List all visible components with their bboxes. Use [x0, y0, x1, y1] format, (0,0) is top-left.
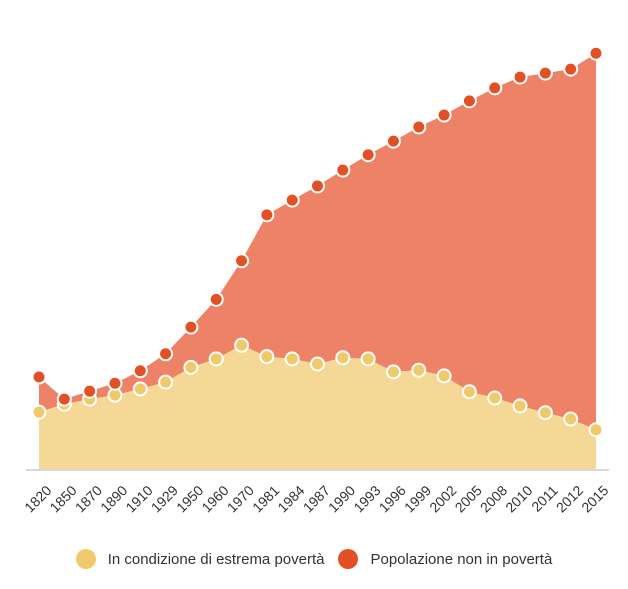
point-extreme-poverty-2008[interactable]	[487, 390, 503, 406]
legend-item-not-in-poverty[interactable]: Popolazione non in povertà	[338, 549, 552, 569]
x-tick-label-1910: 1910	[122, 482, 155, 515]
point-not-in-poverty-1910[interactable]	[132, 363, 148, 379]
point-not-in-poverty-1996[interactable]	[385, 133, 401, 149]
legend-label-not-in-poverty: Popolazione non in povertà	[370, 550, 553, 568]
point-not-in-poverty-1999[interactable]	[411, 119, 427, 135]
legend-item-extreme-poverty[interactable]: In condizione di estrema povertà	[75, 549, 325, 569]
point-not-in-poverty-1950[interactable]	[183, 319, 199, 335]
point-extreme-poverty-1970[interactable]	[234, 337, 250, 353]
point-extreme-poverty-1990[interactable]	[335, 350, 351, 366]
x-tick-label-1820: 1820	[21, 482, 54, 515]
point-not-in-poverty-1929[interactable]	[158, 346, 174, 362]
x-tick-label-1950: 1950	[173, 482, 206, 515]
point-extreme-poverty-2010[interactable]	[512, 398, 528, 414]
point-extreme-poverty-1981[interactable]	[259, 349, 275, 365]
markers-layer	[31, 45, 604, 438]
point-not-in-poverty-2008[interactable]	[487, 80, 503, 96]
point-not-in-poverty-1870[interactable]	[82, 383, 98, 399]
x-tick-label-2012: 2012	[553, 482, 586, 515]
area-not-in-poverty	[39, 53, 596, 430]
point-not-in-poverty-2012[interactable]	[563, 61, 579, 77]
point-extreme-poverty-1993[interactable]	[360, 351, 376, 367]
areas-layer	[39, 53, 596, 470]
point-extreme-poverty-1999[interactable]	[411, 362, 427, 378]
x-tick-label-2010: 2010	[502, 482, 535, 515]
legend-swatch-not-in-poverty	[338, 549, 359, 569]
point-not-in-poverty-1970[interactable]	[234, 253, 250, 269]
point-not-in-poverty-2005[interactable]	[461, 93, 477, 109]
point-not-in-poverty-2015[interactable]	[588, 45, 604, 61]
x-tick-label-1993: 1993	[350, 482, 383, 515]
point-not-in-poverty-1820[interactable]	[31, 369, 47, 385]
point-not-in-poverty-1984[interactable]	[284, 192, 300, 208]
point-not-in-poverty-2011[interactable]	[537, 65, 553, 81]
point-extreme-poverty-1820[interactable]	[31, 404, 47, 420]
point-extreme-poverty-2002[interactable]	[436, 368, 452, 384]
point-extreme-poverty-1987[interactable]	[310, 356, 325, 372]
x-tick-label-1984: 1984	[274, 482, 307, 515]
x-tick-label-2008: 2008	[477, 482, 510, 515]
x-tick-label-1981: 1981	[249, 482, 282, 515]
x-tick-label-1999: 1999	[401, 482, 434, 515]
x-tick-label-1929: 1929	[148, 482, 181, 515]
legend-label-extreme-poverty: In condizione di estrema povertà	[107, 550, 325, 568]
x-tick-label-2005: 2005	[452, 482, 485, 515]
point-extreme-poverty-2012[interactable]	[563, 411, 579, 427]
point-extreme-poverty-1996[interactable]	[385, 364, 401, 380]
stacked-area-chart: 1820185018701890191019291950196019701981…	[21, 45, 612, 516]
x-tick-label-1970: 1970	[224, 482, 257, 515]
legend-swatch-extreme-poverty	[75, 549, 96, 569]
point-extreme-poverty-2011[interactable]	[537, 405, 553, 421]
point-extreme-poverty-1984[interactable]	[284, 351, 300, 367]
x-tick-label-1960: 1960	[198, 482, 231, 515]
point-not-in-poverty-1987[interactable]	[310, 178, 325, 194]
point-not-in-poverty-1981[interactable]	[259, 207, 275, 223]
point-not-in-poverty-1890[interactable]	[107, 375, 123, 391]
x-tick-label-1987: 1987	[300, 482, 333, 515]
x-tick-label-1890: 1890	[97, 482, 130, 515]
point-extreme-poverty-2005[interactable]	[461, 384, 477, 400]
x-tick-label-1990: 1990	[325, 482, 358, 515]
x-tick-label-1996: 1996	[376, 482, 409, 515]
point-not-in-poverty-1960[interactable]	[208, 291, 224, 307]
point-extreme-poverty-1910[interactable]	[132, 381, 148, 397]
point-not-in-poverty-1850[interactable]	[56, 391, 72, 407]
point-extreme-poverty-2015[interactable]	[588, 422, 604, 438]
x-tick-label-2011: 2011	[528, 482, 561, 515]
area-extreme-poverty	[39, 345, 596, 470]
legend: In condizione di estrema povertà Popolaz…	[0, 544, 628, 574]
point-extreme-poverty-1929[interactable]	[158, 374, 174, 390]
x-tick-labels: 1820185018701890191019291950196019701981…	[21, 482, 611, 515]
x-tick-label-2015: 2015	[578, 482, 611, 515]
point-extreme-poverty-1960[interactable]	[208, 351, 224, 367]
point-not-in-poverty-1990[interactable]	[335, 162, 351, 178]
point-extreme-poverty-1950[interactable]	[183, 359, 199, 375]
x-tick-label-1850: 1850	[46, 482, 79, 515]
x-tick-label-2002: 2002	[426, 482, 459, 515]
x-tick-label-1870: 1870	[72, 482, 105, 515]
point-not-in-poverty-2010[interactable]	[512, 69, 528, 85]
point-not-in-poverty-2002[interactable]	[436, 107, 452, 123]
point-not-in-poverty-1993[interactable]	[360, 147, 376, 163]
